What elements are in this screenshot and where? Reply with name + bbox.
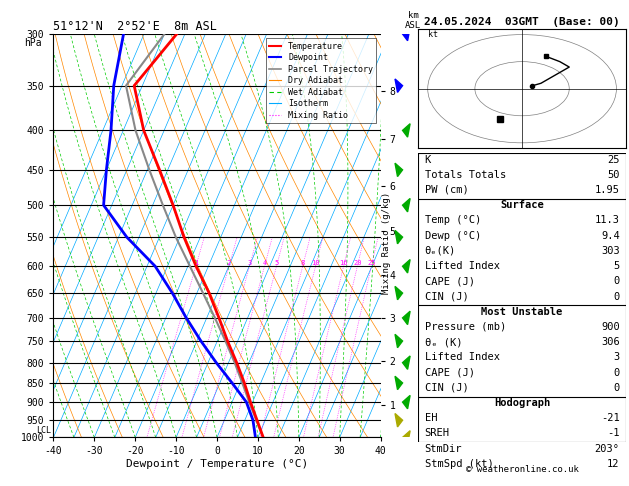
Text: hPa: hPa <box>24 38 42 48</box>
Text: 11.3: 11.3 <box>594 215 620 226</box>
Text: CIN (J): CIN (J) <box>425 383 468 393</box>
Text: Surface: Surface <box>500 200 544 210</box>
Text: 10: 10 <box>311 260 320 266</box>
Text: 50: 50 <box>607 170 620 180</box>
Text: Hodograph: Hodograph <box>494 398 550 408</box>
Text: 5: 5 <box>613 261 620 271</box>
Text: Temp (°C): Temp (°C) <box>425 215 481 226</box>
Text: SREH: SREH <box>425 429 450 438</box>
Text: EH: EH <box>425 413 437 423</box>
Text: 203°: 203° <box>594 444 620 454</box>
Text: 51°12'N  2°52'E  8m ASL: 51°12'N 2°52'E 8m ASL <box>53 20 218 33</box>
Text: 5: 5 <box>274 260 279 266</box>
Polygon shape <box>395 286 403 300</box>
Polygon shape <box>395 163 403 176</box>
Legend: Temperature, Dewpoint, Parcel Trajectory, Dry Adiabat, Wet Adiabat, Isotherm, Mi: Temperature, Dewpoint, Parcel Trajectory… <box>265 38 376 123</box>
Text: CAPE (J): CAPE (J) <box>425 277 474 286</box>
Text: Totals Totals: Totals Totals <box>425 170 506 180</box>
Text: LCL: LCL <box>36 426 52 435</box>
Text: Dewp (°C): Dewp (°C) <box>425 231 481 241</box>
Text: Lifted Index: Lifted Index <box>425 261 499 271</box>
Text: PW (cm): PW (cm) <box>425 185 468 195</box>
Text: 1: 1 <box>194 260 198 266</box>
Polygon shape <box>403 311 410 325</box>
Text: 2: 2 <box>227 260 231 266</box>
Polygon shape <box>395 79 403 92</box>
Text: © weatheronline.co.uk: © weatheronline.co.uk <box>465 465 579 474</box>
Text: 3: 3 <box>613 352 620 363</box>
Polygon shape <box>403 198 410 212</box>
Text: θₑ (K): θₑ (K) <box>425 337 462 347</box>
Text: 0: 0 <box>613 383 620 393</box>
Polygon shape <box>403 124 410 137</box>
X-axis label: Dewpoint / Temperature (°C): Dewpoint / Temperature (°C) <box>126 459 308 469</box>
Text: CIN (J): CIN (J) <box>425 292 468 301</box>
Polygon shape <box>403 431 410 444</box>
Text: 303: 303 <box>601 246 620 256</box>
Text: K: K <box>425 155 431 165</box>
Text: 24.05.2024  03GMT  (Base: 00): 24.05.2024 03GMT (Base: 00) <box>424 17 620 27</box>
Text: Mixing Ratio (g/kg): Mixing Ratio (g/kg) <box>382 192 391 294</box>
Text: km
ASL: km ASL <box>405 11 421 30</box>
Polygon shape <box>403 260 410 273</box>
Polygon shape <box>403 396 410 409</box>
Text: -1: -1 <box>607 429 620 438</box>
Text: 0: 0 <box>613 277 620 286</box>
Text: Lifted Index: Lifted Index <box>425 352 499 363</box>
Text: 25: 25 <box>367 260 376 266</box>
Text: 20: 20 <box>353 260 362 266</box>
Text: θₑ(K): θₑ(K) <box>425 246 456 256</box>
Polygon shape <box>395 230 403 244</box>
Text: 900: 900 <box>601 322 620 332</box>
Text: 306: 306 <box>601 337 620 347</box>
Polygon shape <box>403 27 410 41</box>
Text: CAPE (J): CAPE (J) <box>425 367 474 378</box>
Text: 3: 3 <box>247 260 252 266</box>
Text: 0: 0 <box>613 367 620 378</box>
Text: 16: 16 <box>339 260 348 266</box>
Text: 4: 4 <box>262 260 267 266</box>
Text: StmDir: StmDir <box>425 444 462 454</box>
Text: 8: 8 <box>301 260 305 266</box>
Text: kt: kt <box>428 30 438 39</box>
Text: StmSpd (kt): StmSpd (kt) <box>425 459 493 469</box>
Polygon shape <box>395 376 403 390</box>
Text: Pressure (mb): Pressure (mb) <box>425 322 506 332</box>
Polygon shape <box>403 356 410 369</box>
Text: 25: 25 <box>607 155 620 165</box>
Text: 0: 0 <box>613 292 620 301</box>
Text: 1.95: 1.95 <box>594 185 620 195</box>
Polygon shape <box>395 414 403 427</box>
Text: 12: 12 <box>607 459 620 469</box>
Text: 9.4: 9.4 <box>601 231 620 241</box>
Text: -21: -21 <box>601 413 620 423</box>
Polygon shape <box>395 334 403 347</box>
Text: Most Unstable: Most Unstable <box>481 307 563 317</box>
